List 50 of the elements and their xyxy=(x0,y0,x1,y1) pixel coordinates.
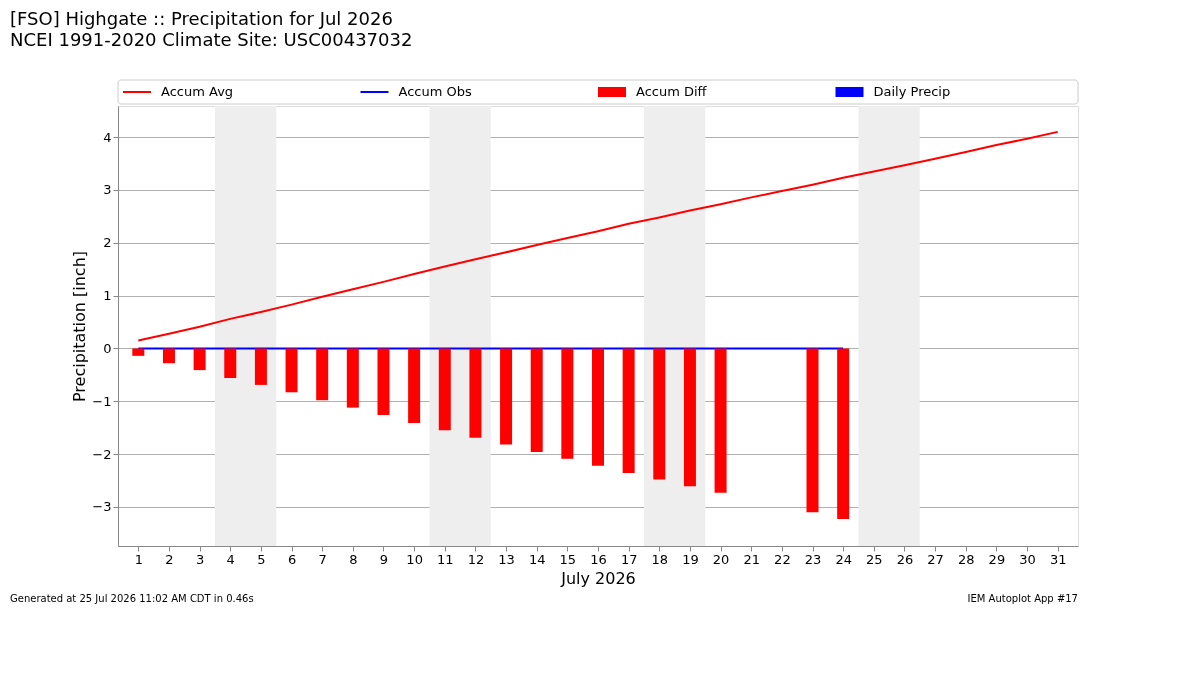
text: IEM Autoplot App #17 xyxy=(967,593,1078,604)
x-tick-label: 31 xyxy=(1049,551,1067,567)
x-tick-label: 4 xyxy=(226,551,235,567)
x-tick-label: 14 xyxy=(528,551,546,567)
y-tick-label: −1 xyxy=(92,393,112,409)
y-tick-label: 4 xyxy=(103,129,112,145)
x-tick-label: 5 xyxy=(257,551,266,567)
x-tick-label: 22 xyxy=(774,551,791,567)
y-tick-label: 0 xyxy=(103,340,112,356)
x-tick-label: 11 xyxy=(437,551,454,567)
x-tick-label: 26 xyxy=(896,551,914,567)
legend-label: Accum Avg xyxy=(161,84,234,99)
y-axis-title: Precipitation [inch] xyxy=(70,250,90,403)
x-tick-label: 30 xyxy=(1019,551,1036,567)
x-tick-label: 7 xyxy=(318,551,327,567)
y-tick-label: 1 xyxy=(103,288,112,304)
x-tick-label: 10 xyxy=(406,551,423,567)
x-tick-label: 2 xyxy=(165,551,174,567)
y-tick-label: −2 xyxy=(92,446,112,462)
x-tick-label: 17 xyxy=(620,551,638,567)
x-tick-label: 25 xyxy=(866,551,883,567)
x-tick-label: 3 xyxy=(195,551,205,567)
text: Generated at 25 Jul 2026 11:02 AM CDT in 0.46s xyxy=(10,593,254,604)
x-tick-label: 9 xyxy=(379,551,389,567)
legend-label: Accum Diff xyxy=(636,84,708,99)
x-tick-label: 23 xyxy=(804,551,822,567)
y-tick-label: 3 xyxy=(103,182,112,198)
x-tick-label: 20 xyxy=(712,551,730,567)
legend-label: Accum Obs xyxy=(398,84,472,99)
x-tick-label: 29 xyxy=(988,551,1006,567)
x-axis-title: July 2026 xyxy=(560,568,636,588)
x-tick-label: 27 xyxy=(927,551,944,567)
y-tick-label: 2 xyxy=(103,235,112,251)
x-tick-label: 6 xyxy=(287,551,297,567)
x-tick-label: 13 xyxy=(498,551,515,567)
chart-title: [FSO] Highgate :: Precipitation for Jul 2026 xyxy=(10,7,393,29)
x-tick-label: 12 xyxy=(467,551,485,567)
x-tick-label: 21 xyxy=(743,551,760,567)
x-tick-label: 18 xyxy=(651,551,669,567)
x-tick-label: 8 xyxy=(349,551,358,567)
x-tick-label: 28 xyxy=(957,551,975,567)
legend-label: Daily Precip xyxy=(873,84,951,99)
x-tick-label: 16 xyxy=(590,551,607,567)
x-tick-label: 19 xyxy=(682,551,699,567)
x-tick-label: 24 xyxy=(835,551,852,567)
x-tick-label: 1 xyxy=(134,551,143,567)
chart-subtitle: NCEI 1991-2020 Climate Site: USC00437032 xyxy=(10,28,413,50)
x-tick-label: 15 xyxy=(559,551,577,567)
line-series xyxy=(137,130,1059,342)
y-tick-label: −3 xyxy=(92,499,112,515)
